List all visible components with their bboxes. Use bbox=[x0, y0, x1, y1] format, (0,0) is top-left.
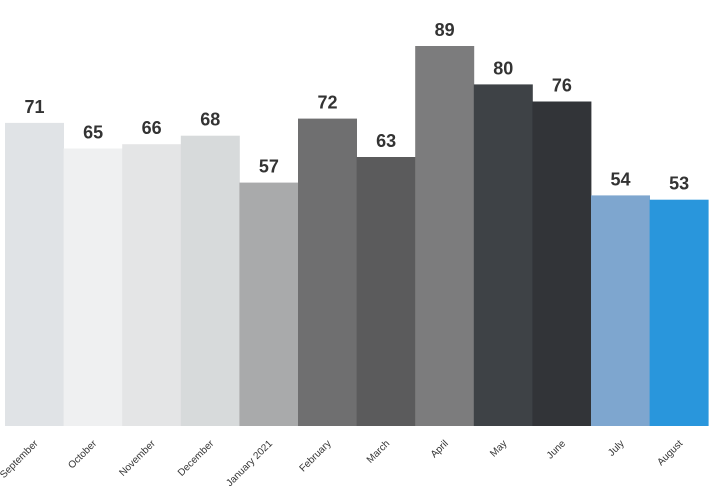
value-label-september: 71 bbox=[24, 97, 44, 117]
value-label-february: 72 bbox=[317, 93, 337, 113]
value-label-may: 80 bbox=[493, 58, 513, 78]
x-tick-label-june: June bbox=[545, 438, 568, 461]
bar-december bbox=[180, 135, 240, 426]
bar-april bbox=[415, 46, 475, 426]
value-label-march: 63 bbox=[376, 131, 396, 151]
value-label-december: 68 bbox=[200, 110, 220, 130]
x-tick-label-august: August bbox=[655, 438, 685, 468]
x-tick-label-march: March bbox=[365, 438, 392, 465]
x-tick-label-december: December bbox=[176, 438, 217, 479]
bar-july bbox=[591, 195, 650, 426]
value-label-january-2021: 57 bbox=[259, 157, 279, 177]
value-label-june: 76 bbox=[552, 76, 572, 96]
value-label-april: 89 bbox=[435, 20, 455, 40]
bar-september bbox=[5, 122, 64, 427]
bar-february bbox=[298, 118, 357, 426]
x-tick-label-may: May bbox=[488, 438, 509, 459]
value-labels-group: 71 65 66 68 57 72 63 89 80 76 54 53 bbox=[24, 20, 689, 194]
x-tick-label-november: November bbox=[117, 438, 158, 479]
value-label-november: 66 bbox=[142, 118, 162, 138]
x-tick-label-july: July bbox=[606, 438, 626, 458]
bar-january-2021 bbox=[239, 182, 299, 426]
bar-august bbox=[649, 199, 709, 426]
x-tick-label-january-2021: January 2021 bbox=[224, 438, 275, 489]
x-tick-label-october: October bbox=[66, 438, 99, 471]
bar-june bbox=[532, 101, 592, 426]
x-tick-label-september: September bbox=[0, 438, 41, 481]
x-tick-label-february: February bbox=[298, 438, 334, 474]
bar-march bbox=[356, 157, 416, 426]
value-label-october: 65 bbox=[83, 123, 103, 143]
x-tick-label-april: April bbox=[429, 438, 451, 460]
bar-may bbox=[473, 84, 533, 427]
x-tick-labels-group: September October November December January … bbox=[0, 438, 685, 489]
bar-november bbox=[122, 144, 182, 426]
bars-group bbox=[5, 46, 709, 427]
value-label-august: 53 bbox=[669, 174, 689, 194]
value-label-july: 54 bbox=[610, 169, 630, 189]
bar-october bbox=[63, 148, 123, 426]
